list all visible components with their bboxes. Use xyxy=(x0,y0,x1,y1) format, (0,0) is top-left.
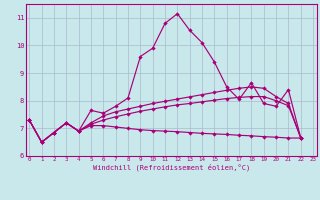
X-axis label: Windchill (Refroidissement éolien,°C): Windchill (Refroidissement éolien,°C) xyxy=(92,164,250,171)
